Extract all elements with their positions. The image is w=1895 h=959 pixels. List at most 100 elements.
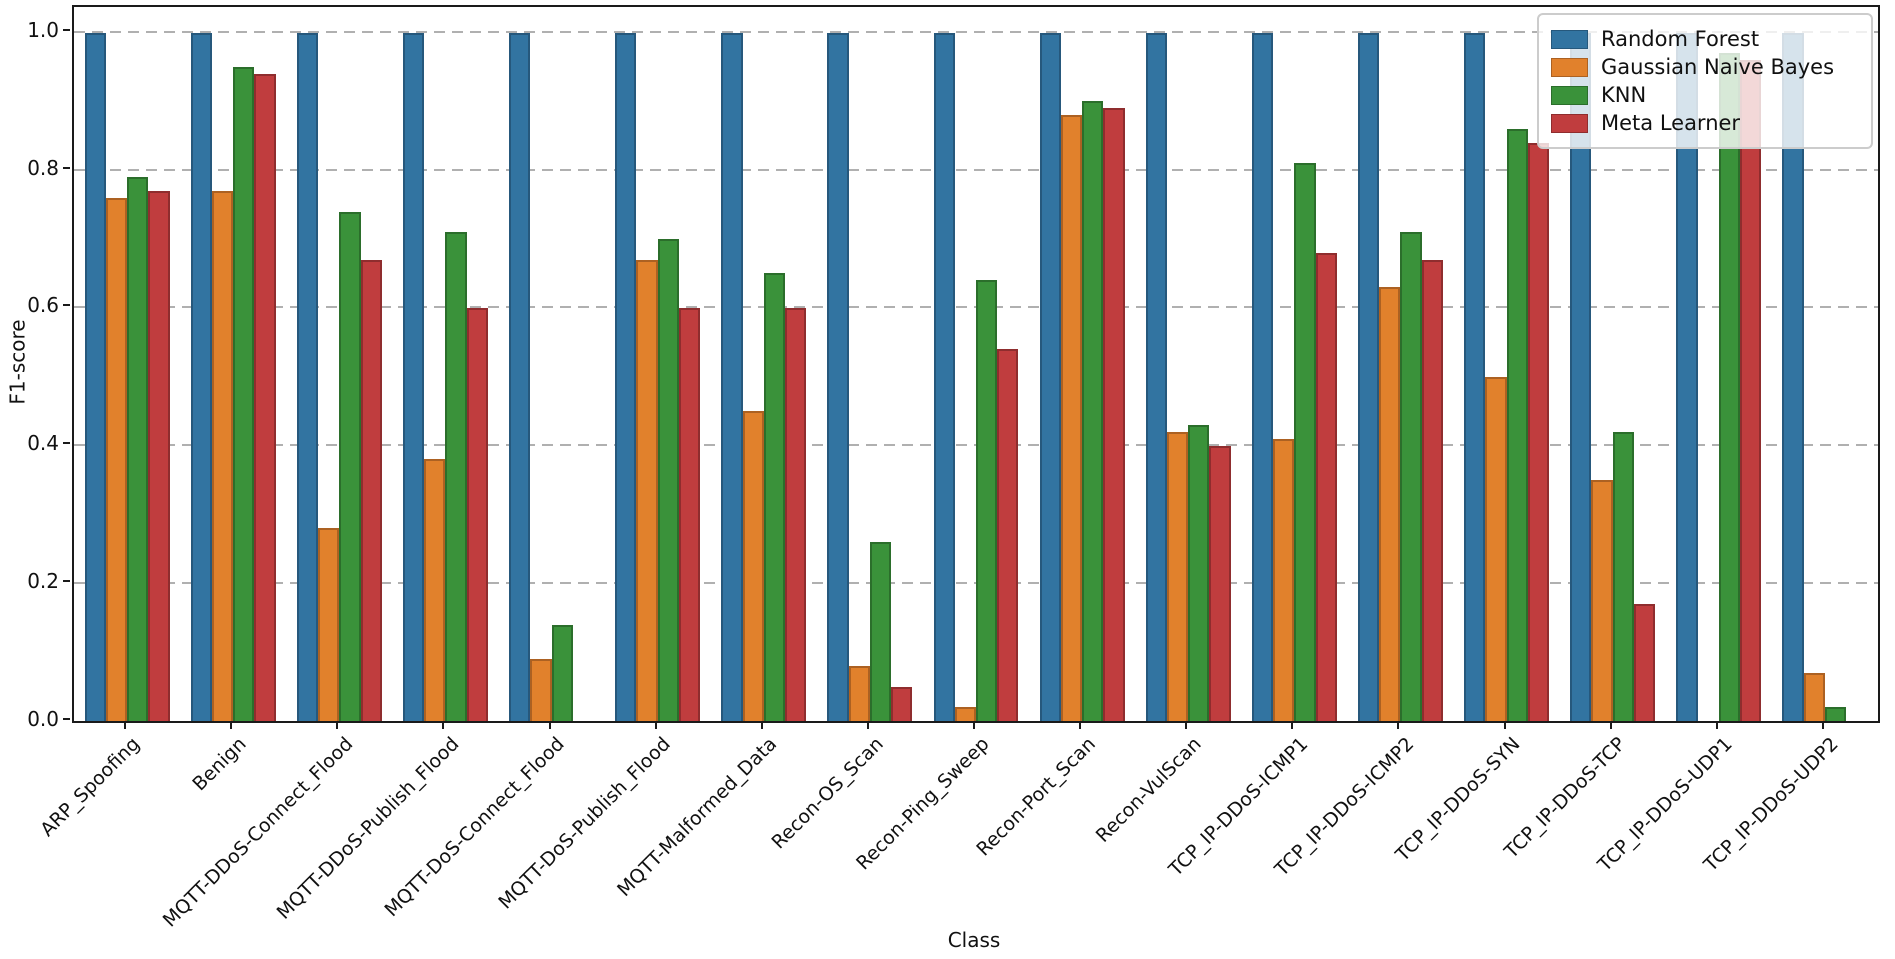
y-tick-mark [63, 717, 70, 720]
x-tick-label-MQTT-DDoS-Connect_Flood: MQTT-DDoS-Connect_Flood [158, 733, 357, 932]
bar-random-forest-TCP_IP-DDoS-ICMP1 [1251, 32, 1274, 721]
bar-random-forest-Recon-OS_Scan [827, 32, 849, 721]
x-tick-mark [1185, 721, 1188, 729]
legend-label: KNN [1601, 83, 1647, 107]
bar-gaussian-naive-bayes-TCP_IP-DDoS-SYN [1485, 376, 1507, 721]
bar-knn-Recon-OS_Scan [869, 542, 892, 721]
bar-random-forest-MQTT-DoS-Connect_Flood [509, 32, 531, 721]
legend-label: Random Forest [1601, 27, 1760, 51]
bar-knn-MQTT-DoS-Publish_Flood [657, 239, 679, 721]
legend-item-knn: KNN [1551, 82, 1859, 108]
x-tick-label-Recon-Port_Scan: Recon-Port_Scan [972, 733, 1100, 861]
x-tick-mark [866, 721, 869, 729]
x-tick-mark [1821, 721, 1824, 729]
bar-meta-learner-TCP_IP-DDoS-ICMP1 [1315, 252, 1337, 721]
bar-random-forest-Benign [190, 32, 212, 721]
bar-gaussian-naive-bayes-Recon-OS_Scan [848, 665, 870, 721]
y-tick-label: 0.2 [27, 568, 59, 593]
x-tick-mark [1291, 721, 1294, 729]
x-tick-label-MQTT-DDoS-Publish_Flood: MQTT-DDoS-Publish_Flood [272, 733, 463, 924]
bar-knn-TCP_IP-DDoS-ICMP1 [1294, 163, 1316, 721]
y-tick-mark [63, 579, 70, 582]
bar-knn-TCP_IP-DDoS-SYN [1506, 128, 1528, 721]
bar-knn-Benign [233, 66, 255, 721]
bar-random-forest-Recon-VulScan [1145, 32, 1167, 721]
bar-gaussian-naive-bayes-Recon-Port_Scan [1060, 115, 1083, 721]
bar-random-forest-MQTT-DDoS-Publish_Flood [402, 32, 425, 721]
bar-meta-learner-Recon-VulScan [1209, 445, 1231, 721]
x-tick-mark [336, 721, 339, 729]
legend-swatch-icon [1551, 85, 1588, 105]
x-tick-mark [124, 721, 127, 729]
bar-knn-MQTT-DDoS-Publish_Flood [445, 232, 467, 721]
x-tick-mark [442, 721, 445, 729]
bar-knn-MQTT-DoS-Connect_Flood [551, 624, 573, 721]
y-axis-title-text: F1-score [6, 319, 30, 405]
x-tick-mark [973, 721, 975, 729]
bar-knn-TCP_IP-DDoS-TCP [1612, 431, 1634, 721]
bar-knn-MQTT-Malformed_Data [763, 273, 785, 721]
x-tick-label-Recon-VulScan: Recon-VulScan [1091, 733, 1206, 847]
y-tick-label: 0.0 [27, 706, 59, 731]
bar-gaussian-naive-bayes-MQTT-DoS-Publish_Flood [636, 259, 658, 721]
bar-gaussian-naive-bayes-MQTT-DDoS-Connect_Flood [318, 528, 340, 721]
plot-area: Random Forest Gaussian Naive Bayes KNN Meta… [72, 5, 1880, 723]
bar-gaussian-naive-bayes-TCP_IP-DDoS-ICMP1 [1273, 438, 1295, 721]
legend-label: Gaussian Naive Bayes [1601, 55, 1835, 79]
bar-knn-Recon-VulScan [1188, 424, 1210, 721]
x-tick-mark [548, 721, 551, 729]
bar-gaussian-naive-bayes-TCP_IP-DDoS-UDP2 [1803, 672, 1825, 721]
x-tick-label-ARP_Spoofing: ARP_Spoofing [36, 733, 145, 841]
x-tick-mark [654, 721, 657, 729]
bar-meta-learner-TCP_IP-DDoS-SYN [1527, 142, 1550, 721]
bar-gaussian-naive-bayes-Recon-VulScan [1167, 431, 1189, 721]
bar-gaussian-naive-bayes-Benign [211, 190, 234, 721]
legend-label: Meta Learner [1601, 111, 1741, 135]
bar-gaussian-naive-bayes-TCP_IP-DDoS-TCP [1591, 480, 1613, 721]
bar-gaussian-naive-bayes-TCP_IP-DDoS-ICMP2 [1379, 287, 1401, 721]
x-axis-title: Class [72, 928, 1876, 952]
legend-swatch-icon [1551, 57, 1588, 77]
bar-meta-learner-MQTT-DDoS-Publish_Flood [466, 307, 488, 721]
bar-random-forest-MQTT-Malformed_Data [721, 32, 743, 721]
x-tick-mark [230, 721, 233, 729]
legend-item-meta-learner: Meta Learner [1551, 110, 1859, 136]
bar-knn-TCP_IP-DDoS-UDP2 [1824, 707, 1847, 721]
bar-random-forest-MQTT-DDoS-Connect_Flood [296, 32, 319, 721]
y-tick-label: 0.8 [27, 155, 59, 180]
bar-knn-MQTT-DDoS-Connect_Flood [339, 211, 361, 721]
x-tick-mark [1609, 721, 1612, 729]
y-tick-mark [63, 304, 70, 307]
bar-random-forest-Recon-Ping_Sweep [933, 32, 955, 721]
x-tick-label-MQTT-DoS-Connect_Flood: MQTT-DoS-Connect_Flood [380, 733, 570, 922]
bar-meta-learner-TCP_IP-DDoS-UDP1 [1740, 60, 1762, 721]
y-tick-mark [63, 166, 70, 169]
bar-random-forest-TCP_IP-DDoS-ICMP2 [1358, 32, 1380, 721]
legend-swatch-icon [1551, 29, 1588, 49]
bar-random-forest-ARP_Spoofing [84, 32, 106, 721]
bar-gaussian-naive-bayes-ARP_Spoofing [105, 197, 128, 721]
bar-random-forest-MQTT-DoS-Publish_Flood [615, 32, 637, 721]
bar-random-forest-TCP_IP-DDoS-SYN [1464, 32, 1486, 721]
bar-meta-learner-Benign [254, 73, 276, 721]
bar-knn-TCP_IP-DDoS-ICMP2 [1400, 232, 1422, 721]
bar-gaussian-naive-bayes-MQTT-Malformed_Data [742, 411, 764, 721]
legend: Random Forest Gaussian Naive Bayes KNN Meta… [1537, 13, 1873, 149]
x-tick-mark [760, 721, 763, 729]
x-tick-mark [1397, 721, 1400, 729]
legend-swatch-icon [1551, 113, 1588, 133]
bar-knn-Recon-Ping_Sweep [976, 280, 998, 721]
y-tick-mark [63, 29, 70, 31]
bar-meta-learner-Recon-OS_Scan [891, 686, 913, 721]
bar-meta-learner-MQTT-DDoS-Connect_Flood [360, 259, 382, 721]
bar-meta-learner-TCP_IP-DDoS-ICMP2 [1421, 259, 1443, 721]
bar-meta-learner-MQTT-DoS-Publish_Flood [678, 307, 701, 721]
bar-knn-TCP_IP-DDoS-UDP1 [1718, 53, 1741, 721]
bar-gaussian-naive-bayes-Recon-Ping_Sweep [954, 707, 976, 721]
y-tick-label: 0.4 [27, 431, 59, 456]
bar-knn-Recon-Port_Scan [1082, 101, 1104, 721]
x-tick-mark [1079, 721, 1082, 729]
x-axis-title-text: Class [947, 928, 1001, 952]
bar-knn-ARP_Spoofing [127, 177, 149, 721]
